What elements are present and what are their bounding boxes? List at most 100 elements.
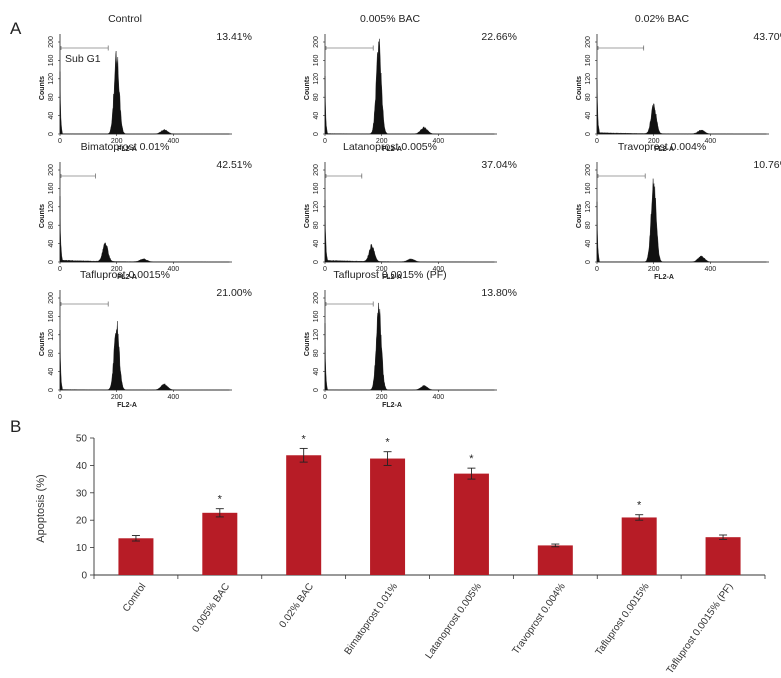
significance-marker: * [218, 494, 223, 506]
panel-a-label: A [10, 19, 22, 38]
bar-y-tick: 30 [76, 488, 88, 499]
histogram-x-tick: 400 [167, 138, 179, 145]
bar [202, 512, 238, 575]
histogram-y-tick: 160 [585, 54, 592, 66]
histogram-y-tick: 200 [48, 164, 55, 176]
bar-category-label: Latanoprost 0.005% [424, 581, 484, 661]
bar [370, 458, 406, 575]
histogram-y-tick: 80 [313, 93, 320, 101]
histogram-panel: Control 13.41% 0 40 80 120 160 200 0 200 400 FL2-A C… [39, 13, 252, 153]
bar-y-tick: 40 [76, 461, 88, 472]
significance-marker: * [637, 500, 642, 512]
histogram-trace [59, 321, 230, 391]
histogram-y-tick: 200 [585, 36, 592, 48]
histogram-y-tick: 120 [585, 201, 592, 213]
histogram-percent: 43.70% [753, 31, 781, 43]
bar-y-tick: 0 [81, 571, 87, 582]
histogram-y-label: Counts [576, 204, 583, 228]
histogram-y-tick: 80 [585, 221, 592, 229]
sub-g1-label: Sub G1 [65, 53, 101, 65]
histogram-y-label: Counts [304, 204, 311, 228]
histogram-y-tick: 80 [48, 93, 55, 101]
histogram-x-tick: 400 [704, 138, 716, 145]
histogram-title: Tafluprost 0.0015% [80, 269, 170, 281]
histogram-trace [324, 38, 495, 135]
histogram-trace [596, 79, 767, 135]
histogram-percent: 22.66% [481, 31, 517, 43]
histogram-y-label: Counts [39, 332, 46, 356]
histogram-y-tick: 0 [48, 388, 55, 392]
histogram-x-tick: 0 [323, 138, 327, 145]
histogram-title: Control [108, 13, 142, 25]
histogram-y-tick: 200 [313, 164, 320, 176]
histogram-x-tick: 400 [704, 266, 716, 273]
bar-y-tick: 10 [76, 543, 88, 554]
histogram-x-label: FL2-A [117, 274, 137, 281]
histogram-percent: 21.00% [216, 287, 252, 299]
significance-marker: * [469, 453, 474, 465]
bar [453, 473, 489, 575]
histogram-y-tick: 0 [585, 260, 592, 264]
bar-category-label: 0.005% BAC [190, 581, 232, 634]
bar [118, 538, 154, 575]
histogram-y-tick: 120 [313, 329, 320, 341]
histogram-percent: 13.80% [481, 287, 517, 299]
histogram-trace [59, 196, 230, 263]
apoptosis-bar-chart: 0 10 20 30 40 50 Apoptosis (%) Control * 0.005% B… [35, 433, 766, 676]
histogram-x-tick: 0 [323, 266, 327, 273]
histogram-trace [596, 178, 767, 263]
panel-b-label: B [10, 417, 21, 436]
histogram-x-tick: 200 [111, 394, 123, 401]
histogram-x-tick: 200 [376, 394, 388, 401]
histogram-y-label: Counts [304, 332, 311, 356]
significance-marker: * [385, 437, 390, 449]
bar [705, 537, 741, 575]
histogram-y-tick: 120 [585, 73, 592, 85]
histogram-title: Latanoprost 0.005% [343, 141, 437, 153]
histogram-x-tick: 200 [111, 266, 123, 273]
histogram-y-tick: 0 [313, 260, 320, 264]
histogram-y-tick: 120 [48, 73, 55, 85]
histogram-x-tick: 200 [376, 138, 388, 145]
histogram-x-tick: 400 [432, 138, 444, 145]
histogram-y-tick: 160 [313, 182, 320, 194]
bar-category-label: Control [121, 581, 149, 614]
histogram-trace [59, 50, 230, 135]
histogram-y-tick: 0 [313, 388, 320, 392]
histogram-y-tick: 200 [48, 36, 55, 48]
histogram-y-tick: 200 [48, 292, 55, 304]
histogram-y-tick: 160 [585, 182, 592, 194]
histogram-x-tick: 0 [58, 266, 62, 273]
histogram-y-tick: 120 [48, 329, 55, 341]
histogram-x-tick: 200 [111, 138, 123, 145]
histogram-y-tick: 80 [48, 349, 55, 357]
bar-y-tick: 20 [76, 516, 88, 527]
histogram-x-tick: 0 [58, 138, 62, 145]
histogram-title: 0.005% BAC [360, 13, 421, 25]
histogram-title: Travoprost 0.004% [618, 141, 706, 153]
histogram-percent: 37.04% [481, 159, 517, 171]
histogram-y-tick: 160 [313, 310, 320, 322]
histogram-x-label: FL2-A [382, 146, 402, 153]
histogram-x-label: FL2-A [382, 402, 402, 409]
histogram-trace [324, 199, 495, 263]
histogram-title: Tafluprost 0.0015% (PF) [333, 269, 446, 281]
histogram-x-label: FL2-A [117, 402, 137, 409]
histogram-x-tick: 0 [595, 138, 599, 145]
bar-y-tick: 50 [76, 434, 88, 445]
histogram-y-tick: 160 [48, 310, 55, 322]
histogram-panel: 0.005% BAC 22.66% 0 40 80 120 160 200 0 200 400 FL2… [304, 13, 517, 153]
histogram-y-tick: 120 [48, 201, 55, 213]
bar-category-label: Travoprost 0.004% [511, 581, 568, 656]
bar-category-label: Tafluprost 0.0015% (PF) [665, 581, 736, 676]
histogram-panel: Tafluprost 0.0015% 21.00% 0 40 80 120 160 200 0 2… [39, 269, 252, 409]
histogram-y-tick: 40 [48, 112, 55, 120]
histogram-y-tick: 40 [585, 240, 592, 248]
histogram-x-tick: 200 [376, 266, 388, 273]
histogram-panel: Tafluprost 0.0015% (PF) 13.80% 0 40 80 120 160… [304, 269, 517, 409]
histogram-y-label: Counts [576, 76, 583, 100]
histogram-trace [324, 302, 495, 391]
histogram-y-tick: 120 [313, 73, 320, 85]
histogram-y-tick: 40 [48, 240, 55, 248]
